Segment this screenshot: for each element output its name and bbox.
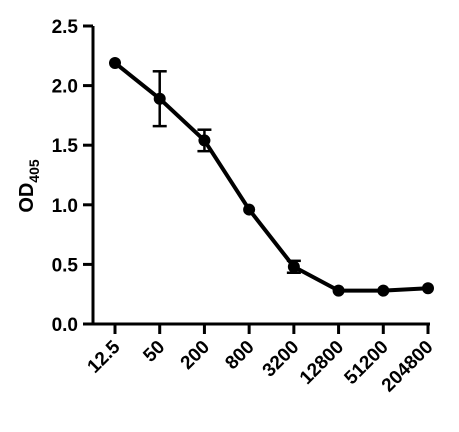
y-tick-label-2: 1.0 [52, 196, 78, 217]
y-tick-label-0: 0.0 [52, 315, 78, 336]
data-point-1 [153, 92, 166, 105]
data-point-0 [109, 56, 121, 69]
y-tick-label-4: 2.0 [52, 77, 78, 98]
data-point-7 [422, 282, 434, 295]
y-axis: 0.0 0.5 1.0 1.5 2.0 2.5 [52, 17, 95, 336]
x-tick-label-3: 800 [221, 337, 258, 374]
data-point-6 [377, 284, 390, 297]
data-point-4 [287, 260, 300, 273]
series-od405 [109, 56, 434, 297]
data-point-3 [243, 203, 256, 216]
data-point-5 [332, 284, 345, 297]
x-tick-label-2: 200 [177, 337, 214, 374]
data-point-2 [198, 134, 211, 147]
x-tick-label-1: 50 [139, 337, 169, 367]
x-tick-label-0: 12.5 [84, 336, 125, 377]
y-tick-label-1: 0.5 [52, 255, 79, 276]
y-tick-label-5: 2.5 [52, 17, 79, 38]
series-line-0 [113, 61, 429, 293]
y-tick-label-3: 1.5 [52, 136, 79, 157]
x-tick-label-5: 12800 [296, 337, 348, 389]
y-axis-title: OD405 [16, 159, 42, 213]
